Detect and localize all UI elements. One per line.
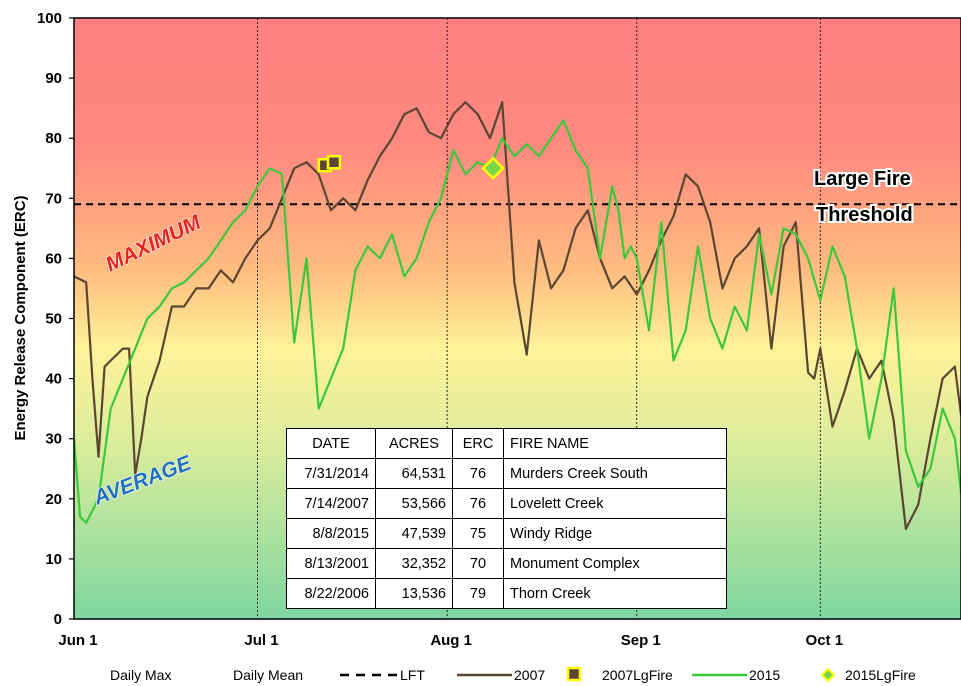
legend-swatch-2015lgfire xyxy=(820,667,836,683)
table-cell: 7/31/2014 xyxy=(286,458,376,489)
chart-legend: Daily Max Daily Mean LFT 2007 2007LgFire 2015… xyxy=(110,666,916,683)
table-cell: 75 xyxy=(452,518,504,549)
table-cell: 53,566 xyxy=(375,488,453,519)
legend-label: LFT xyxy=(400,667,425,683)
table-row: 8/8/2015 47,539 75 Windy Ridge xyxy=(286,518,727,549)
legend-label: 2007 xyxy=(514,667,545,683)
table-row: 7/31/2014 64,531 76 Murders Creek South xyxy=(286,458,727,489)
legend-label: 2007LgFire xyxy=(602,667,673,683)
x-tick-label: Aug 1 xyxy=(430,632,472,649)
series-line-y2007 xyxy=(74,100,961,531)
table-cell: Monument Complex xyxy=(503,548,727,579)
large-fire-table: DATE ACRES ERC FIRE NAME 7/31/2014 64,53… xyxy=(286,428,727,609)
y-axis-ticks: 0 10 20 30 40 50 60 70 80 90 100 xyxy=(37,10,74,628)
table-cell: 76 xyxy=(452,458,504,489)
table-header-cell: FIRE NAME xyxy=(503,428,727,459)
annotation-lft-line2: Threshold xyxy=(816,204,913,226)
marker-2015lgfire xyxy=(481,156,505,181)
y-axis-label: Energy Release Component (ERC) xyxy=(12,195,29,440)
legend-label: 2015LgFire xyxy=(845,667,916,683)
table-cell: 13,536 xyxy=(375,578,453,609)
x-tick-label: Jun 1 xyxy=(58,632,97,649)
y-tick-label: 20 xyxy=(45,491,62,508)
legend-label: Daily Mean xyxy=(233,667,303,683)
table-cell: 7/14/2007 xyxy=(286,488,376,519)
y-tick-label: 40 xyxy=(45,371,62,388)
table-header-cell: DATE xyxy=(286,428,376,459)
table-row: 7/14/2007 53,566 76 Lovelett Creek xyxy=(286,488,727,519)
table-cell: 47,539 xyxy=(375,518,453,549)
table-header-cell: ACRES xyxy=(375,428,453,459)
legend-swatch-2007lgfire xyxy=(566,666,582,682)
y-tick-label: 90 xyxy=(45,70,62,87)
table-header-row: DATE ACRES ERC FIRE NAME xyxy=(286,428,727,459)
series-line-y2015 xyxy=(74,119,961,524)
table-cell: Thorn Creek xyxy=(503,578,727,609)
series-layer xyxy=(74,100,961,531)
y-tick-label: 60 xyxy=(45,250,62,267)
y-tick-label: 30 xyxy=(45,431,62,448)
table-row: 8/13/2001 32,352 70 Monument Complex xyxy=(286,548,727,579)
y-tick-label: 50 xyxy=(45,311,62,328)
x-tick-label: Oct 1 xyxy=(806,632,844,649)
table-header-cell: ERC xyxy=(452,428,504,459)
table-cell: 32,352 xyxy=(375,548,453,579)
x-tick-label: Sep 1 xyxy=(621,632,661,649)
table-cell: Windy Ridge xyxy=(503,518,727,549)
table-cell: Murders Creek South xyxy=(503,458,727,489)
table-row: 8/22/2006 13,536 79 Thorn Creek xyxy=(286,578,727,609)
x-axis-ticks: Jun 1 Jul 1 Aug 1 Sep 1 Oct 1 xyxy=(58,632,843,649)
y-tick-label: 100 xyxy=(37,10,62,27)
legend-label: 2015 xyxy=(749,667,780,683)
y-tick-label: 70 xyxy=(45,190,62,207)
table-cell: 8/13/2001 xyxy=(286,548,376,579)
table-cell: 8/8/2015 xyxy=(286,518,376,549)
y-tick-label: 0 xyxy=(54,611,62,628)
table-cell: Lovelett Creek xyxy=(503,488,727,519)
annotation-lft-line1: Large Fire xyxy=(814,168,911,190)
table-cell: 76 xyxy=(452,488,504,519)
table-cell: 8/22/2006 xyxy=(286,578,376,609)
table-cell: 79 xyxy=(452,578,504,609)
table-cell: 70 xyxy=(452,548,504,579)
table-cell: 64,531 xyxy=(375,458,453,489)
y-tick-label: 80 xyxy=(45,130,62,147)
legend-label: Daily Max xyxy=(110,667,171,683)
marker-2007lgfire xyxy=(326,154,342,170)
x-tick-label: Jul 1 xyxy=(244,632,278,649)
y-tick-label: 10 xyxy=(45,551,62,568)
